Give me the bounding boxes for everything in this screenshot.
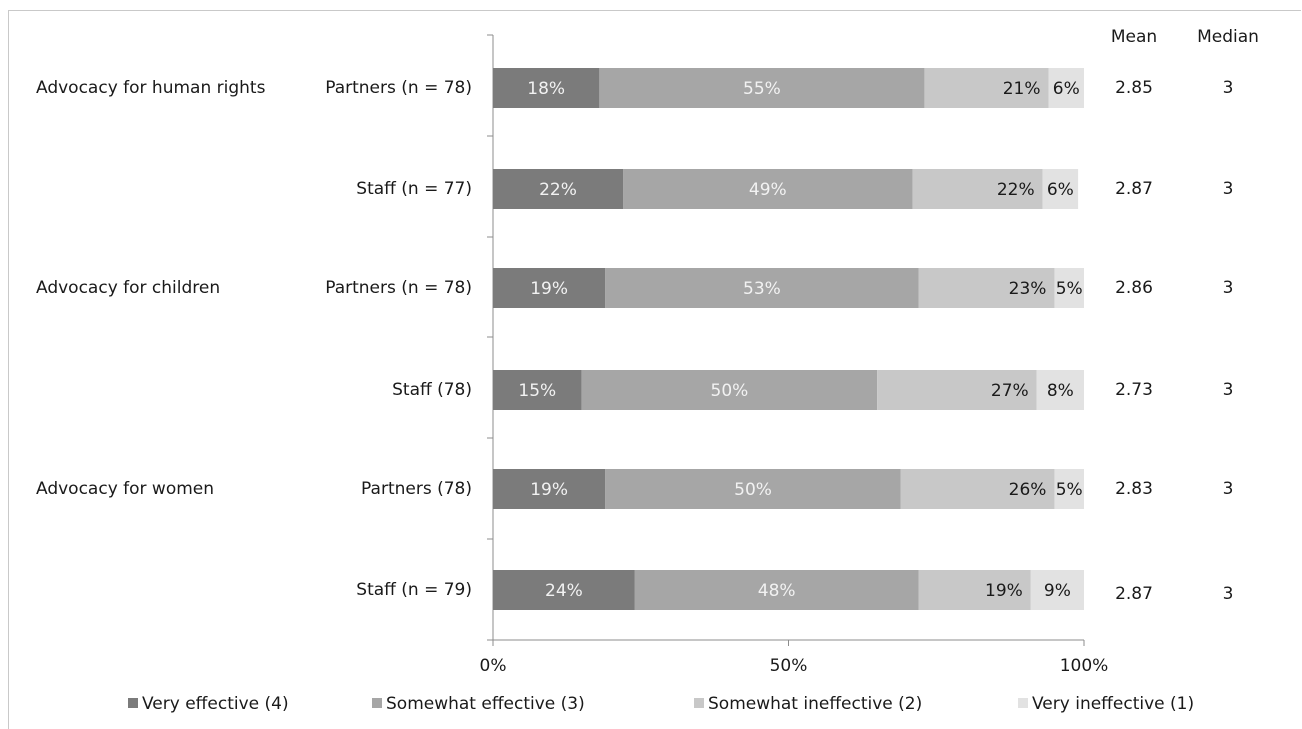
data-label: 5% xyxy=(1056,480,1083,500)
data-label: 9% xyxy=(1044,581,1071,601)
data-label: 55% xyxy=(743,79,781,99)
bar-segment xyxy=(900,469,1055,509)
mean-header: Mean xyxy=(1111,27,1157,47)
median-value: 3 xyxy=(1223,278,1234,298)
data-label: 50% xyxy=(711,381,749,401)
x-tick-label: 100% xyxy=(1060,656,1109,676)
data-label: 6% xyxy=(1053,79,1080,99)
data-label: 19% xyxy=(530,480,568,500)
data-label: 8% xyxy=(1047,381,1074,401)
data-label: 15% xyxy=(518,381,556,401)
bar-segment xyxy=(877,370,1037,410)
bar-segment xyxy=(918,570,1031,610)
bar-segment xyxy=(912,169,1043,209)
data-label: 6% xyxy=(1047,180,1074,200)
legend-swatch xyxy=(372,698,382,708)
bar-segment xyxy=(599,68,925,108)
bar-segment xyxy=(924,68,1049,108)
mean-value: 2.83 xyxy=(1115,479,1153,499)
bar-segment xyxy=(1042,169,1079,209)
bar-segment xyxy=(1030,570,1084,610)
median-value: 3 xyxy=(1223,584,1234,604)
median-value: 3 xyxy=(1223,380,1234,400)
group-label: Advocacy for women xyxy=(36,479,214,499)
median-value: 3 xyxy=(1223,78,1234,98)
x-tick-label: 0% xyxy=(480,656,507,676)
data-label: 53% xyxy=(743,279,781,299)
legend-label: Somewhat effective (3) xyxy=(386,694,585,714)
bar-segment xyxy=(493,169,624,209)
data-label: 24% xyxy=(545,581,583,601)
data-label: 5% xyxy=(1056,279,1083,299)
legend-label: Somewhat ineffective (2) xyxy=(708,694,922,714)
data-label: 22% xyxy=(997,180,1035,200)
bar-segment xyxy=(493,469,606,509)
bar-segment xyxy=(1054,469,1084,509)
median-value: 3 xyxy=(1223,179,1234,199)
bar-segment xyxy=(493,268,606,308)
bar-segment xyxy=(581,370,878,410)
bar-segment xyxy=(605,469,901,509)
data-label: 23% xyxy=(1009,279,1047,299)
legend-swatch xyxy=(694,698,704,708)
data-label: 27% xyxy=(991,381,1029,401)
x-tick-label: 50% xyxy=(770,656,808,676)
row-label: Partners (n = 78) xyxy=(325,78,472,98)
group-label: Advocacy for children xyxy=(36,278,220,298)
legend-label: Very ineffective (1) xyxy=(1032,694,1194,714)
mean-value: 2.87 xyxy=(1115,179,1153,199)
data-label: 48% xyxy=(758,581,796,601)
bar-segment xyxy=(1054,268,1084,308)
mean-value: 2.87 xyxy=(1115,584,1153,604)
data-label: 49% xyxy=(749,180,787,200)
legend-swatch xyxy=(128,698,138,708)
data-label: 22% xyxy=(539,180,577,200)
data-label: 18% xyxy=(527,79,565,99)
row-label: Staff (n = 77) xyxy=(356,179,472,199)
bar-segment xyxy=(493,570,635,610)
row-label: Partners (n = 78) xyxy=(325,278,472,298)
mean-value: 2.73 xyxy=(1115,380,1153,400)
data-label: 19% xyxy=(985,581,1023,601)
bar-segment xyxy=(918,268,1055,308)
data-label: 50% xyxy=(734,480,772,500)
bar-segment xyxy=(493,370,582,410)
group-label: Advocacy for human rights xyxy=(36,78,266,98)
bar-segment xyxy=(623,169,913,209)
row-label: Staff (n = 79) xyxy=(356,580,472,600)
data-label: 19% xyxy=(530,279,568,299)
bar-segment xyxy=(634,570,919,610)
mean-value: 2.85 xyxy=(1115,78,1153,98)
legend-label: Very effective (4) xyxy=(142,694,289,714)
bar-segment xyxy=(605,268,919,308)
row-label: Partners (78) xyxy=(361,479,472,499)
mean-value: 2.86 xyxy=(1115,278,1153,298)
bar-segment xyxy=(493,68,600,108)
row-label: Staff (78) xyxy=(392,380,472,400)
legend-swatch xyxy=(1018,698,1028,708)
bar-segment xyxy=(1048,68,1084,108)
chart-frame xyxy=(8,10,1301,729)
bar-segment xyxy=(1036,370,1084,410)
median-value: 3 xyxy=(1223,479,1234,499)
data-label: 26% xyxy=(1009,480,1047,500)
data-label: 21% xyxy=(1003,79,1041,99)
median-header: Median xyxy=(1197,27,1259,47)
